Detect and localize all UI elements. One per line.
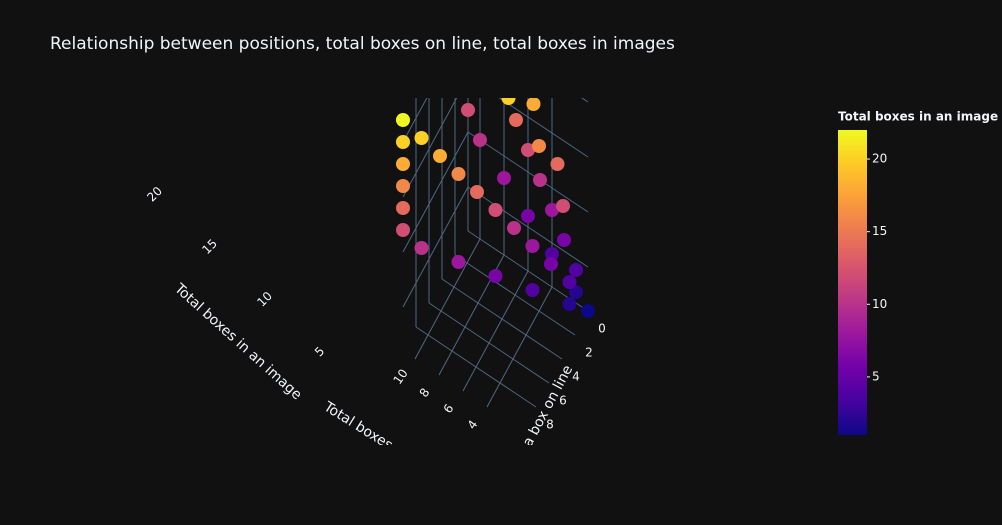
point bbox=[433, 149, 447, 163]
point bbox=[526, 98, 541, 111]
point bbox=[550, 157, 565, 171]
x-tick-label: 8 bbox=[546, 418, 554, 432]
point bbox=[461, 103, 475, 117]
chart-title: Relationship between positions, total bo… bbox=[50, 34, 675, 54]
point bbox=[525, 283, 540, 297]
grid-line bbox=[402, 131, 469, 253]
point bbox=[396, 201, 410, 215]
point bbox=[509, 113, 523, 127]
x-tick-label: 4 bbox=[572, 370, 580, 384]
point bbox=[544, 257, 558, 271]
point bbox=[497, 171, 511, 185]
colorbar-tick-label: 15 bbox=[872, 224, 887, 238]
point bbox=[396, 113, 410, 127]
point bbox=[521, 209, 535, 223]
point bbox=[451, 167, 466, 181]
grid-line bbox=[467, 131, 589, 213]
point bbox=[488, 269, 503, 283]
point bbox=[470, 185, 484, 199]
point bbox=[545, 203, 559, 217]
point bbox=[562, 275, 577, 289]
point bbox=[557, 233, 571, 247]
point bbox=[396, 223, 410, 237]
grid-line bbox=[402, 186, 469, 308]
colorbar-title: Total boxes in an image bbox=[838, 110, 998, 124]
grid-line bbox=[467, 186, 589, 268]
point bbox=[525, 239, 540, 253]
point bbox=[581, 304, 595, 318]
point bbox=[414, 131, 429, 145]
x-tick-label: 2 bbox=[585, 346, 593, 360]
point bbox=[396, 135, 410, 149]
grid-line bbox=[462, 270, 529, 392]
colorbar-gradient bbox=[838, 130, 867, 435]
point bbox=[414, 241, 429, 255]
colorbar-tick-label: 20 bbox=[872, 152, 887, 166]
point bbox=[569, 285, 583, 299]
x-tick-label: 0 bbox=[598, 322, 606, 336]
colorbar-tick-label: 5 bbox=[872, 369, 880, 383]
point bbox=[396, 179, 410, 193]
point bbox=[521, 143, 535, 157]
x-tick-label: 6 bbox=[559, 394, 567, 408]
colorbar-tick-label: 10 bbox=[872, 297, 887, 311]
point bbox=[507, 221, 521, 235]
grid-line bbox=[498, 98, 589, 158]
grid-line bbox=[402, 98, 428, 143]
point bbox=[473, 133, 487, 147]
point bbox=[396, 157, 410, 171]
point bbox=[556, 199, 570, 213]
point bbox=[501, 98, 516, 105]
point bbox=[569, 263, 583, 277]
point bbox=[451, 255, 466, 269]
point bbox=[532, 139, 546, 153]
grid-line bbox=[414, 238, 481, 360]
point bbox=[488, 203, 503, 217]
scene bbox=[396, 98, 595, 408]
point bbox=[562, 297, 577, 311]
grid-line bbox=[486, 286, 553, 408]
grid-line bbox=[402, 98, 458, 198]
colorbar: 5 10 15 20 bbox=[838, 130, 887, 435]
point bbox=[533, 173, 547, 187]
